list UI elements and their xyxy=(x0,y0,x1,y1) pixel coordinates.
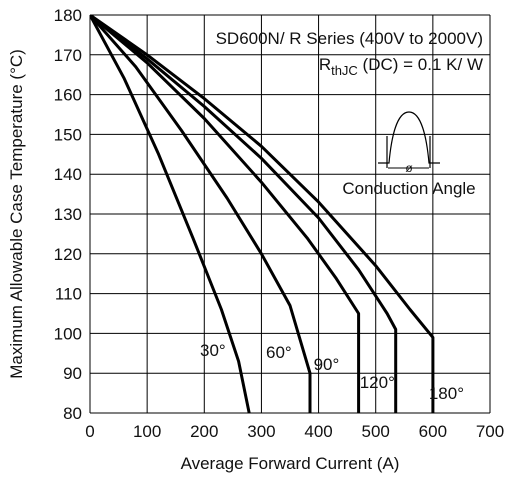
series-line xyxy=(90,15,312,413)
y-tick-label: 130 xyxy=(54,205,82,224)
y-tick-label: 170 xyxy=(54,46,82,65)
rth-subscript: thJC xyxy=(331,63,358,78)
angle-symbol: ø xyxy=(405,161,413,175)
x-tick-label: 100 xyxy=(133,422,161,441)
series-label: 90° xyxy=(314,355,340,374)
x-axis-label: Average Forward Current (A) xyxy=(181,454,400,473)
series-annotation: SD600N/ R Series (400V to 2000V) xyxy=(216,29,483,48)
x-tick-label: 200 xyxy=(190,422,218,441)
y-tick-label: 80 xyxy=(63,404,82,423)
y-tick-label: 100 xyxy=(54,324,82,343)
series-label: 120° xyxy=(360,373,395,392)
tick-labels: 0 100 200 300 400 500 600 700 80 90 100 110 120 130 14… xyxy=(54,6,505,441)
inset-caption: Conduction Angle xyxy=(342,179,475,198)
x-tick-label: 600 xyxy=(419,422,447,441)
series-line xyxy=(90,15,435,413)
rth-main: R xyxy=(319,55,331,74)
series-line xyxy=(90,15,361,413)
y-tick-label: 180 xyxy=(54,6,82,25)
half-sine-wave xyxy=(378,111,440,164)
y-tick-label: 90 xyxy=(63,364,82,383)
y-tick-label: 110 xyxy=(55,285,82,304)
y-axis-label: Maximum Allowable Case Temperature (°C) xyxy=(7,49,26,379)
series-label: 180° xyxy=(429,384,464,403)
series-line xyxy=(90,15,251,413)
y-tick-label: 140 xyxy=(54,165,82,184)
x-tick-label: 0 xyxy=(85,422,94,441)
y-tick-label: 120 xyxy=(54,245,82,264)
series-line xyxy=(90,15,398,413)
grid xyxy=(89,14,491,414)
series-label: 30° xyxy=(200,341,226,360)
x-tick-label: 700 xyxy=(476,422,504,441)
x-tick-label: 400 xyxy=(304,422,332,441)
x-tick-label: 300 xyxy=(247,422,275,441)
rth-rest: (DC) = 0.1 K/ W xyxy=(358,55,483,74)
series-label: 60° xyxy=(266,343,292,362)
y-tick-label: 160 xyxy=(54,86,82,105)
rth-annotation: RthJC (DC) = 0.1 K/ W xyxy=(319,55,483,78)
y-tick-label: 150 xyxy=(54,125,82,144)
x-tick-label: 500 xyxy=(362,422,390,441)
curve-labels: 30° 60° 90° 120° 180° xyxy=(200,341,464,403)
curves xyxy=(90,15,435,413)
conduction-angle-inset: ø Conduction Angle xyxy=(342,111,476,198)
